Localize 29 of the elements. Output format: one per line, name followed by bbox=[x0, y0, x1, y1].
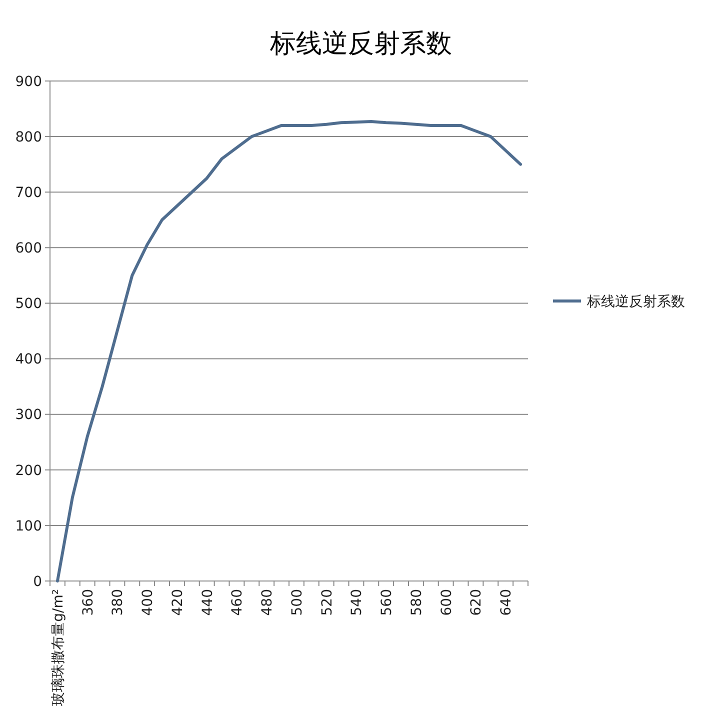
legend-label: 标线逆反射系数 bbox=[586, 294, 685, 310]
x-tick-label: 600 bbox=[438, 589, 455, 616]
y-tick-label: 400 bbox=[15, 352, 42, 368]
x-tick-label: 480 bbox=[259, 589, 276, 616]
x-tick-label: 540 bbox=[349, 589, 366, 616]
x-tick-label: 400 bbox=[140, 589, 156, 616]
x-tick-label: 580 bbox=[408, 589, 425, 616]
x-tick-label: 420 bbox=[170, 589, 186, 616]
y-tick-label: 600 bbox=[15, 240, 42, 257]
x-tick-label: 500 bbox=[289, 589, 306, 616]
x-tick-label: 560 bbox=[378, 589, 395, 616]
x-tick-label: 460 bbox=[230, 589, 246, 616]
y-tick-label: 300 bbox=[15, 407, 42, 424]
x-tick-label: 380 bbox=[110, 589, 126, 616]
y-tick-label: 500 bbox=[15, 296, 42, 312]
y-tick-label: 100 bbox=[15, 518, 42, 534]
chart-title: 标线逆反射系数 bbox=[269, 29, 452, 59]
line-series bbox=[56, 120, 522, 582]
x-tick-label: 玻璃珠撒布量g/m² bbox=[50, 589, 66, 706]
x-tick-label: 620 bbox=[468, 589, 485, 616]
x-tick-label: 640 bbox=[498, 589, 514, 616]
x-tick-label: 360 bbox=[80, 589, 96, 616]
y-tick-label: 900 bbox=[15, 74, 42, 90]
x-tick-label: 520 bbox=[319, 589, 336, 616]
y-tick-label: 800 bbox=[15, 129, 42, 146]
x-tick-label: 440 bbox=[200, 589, 216, 616]
y-tick-label: 0 bbox=[33, 574, 42, 590]
y-tick-label: 200 bbox=[15, 462, 42, 479]
y-tick-label: 700 bbox=[15, 185, 42, 202]
